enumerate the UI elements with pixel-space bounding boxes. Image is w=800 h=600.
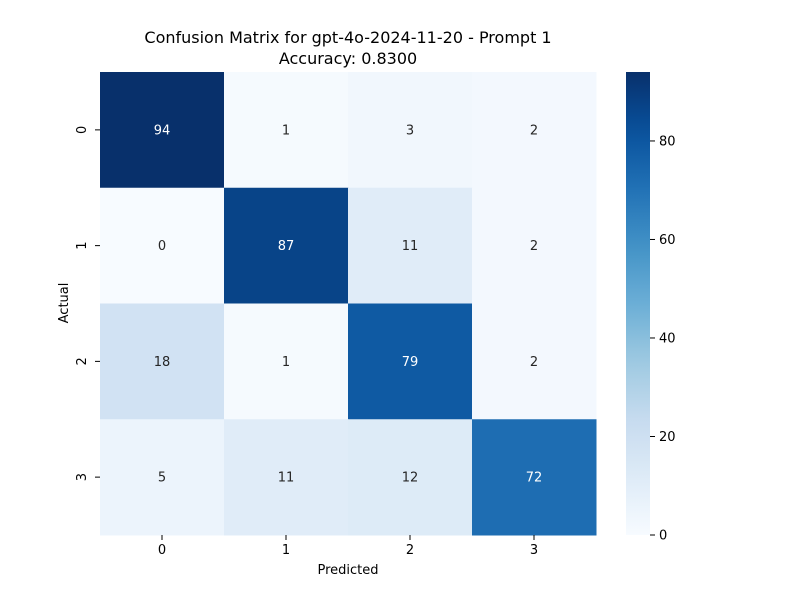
colorbar-tick-label: 0 bbox=[659, 529, 667, 544]
cell-value-label: 0 bbox=[158, 239, 166, 254]
y-tick-label: 0 bbox=[75, 126, 90, 134]
heatmap-cell-r0-c3 bbox=[472, 72, 597, 189]
colorbar-ticks: 0 20 40 60 80 bbox=[650, 134, 676, 544]
y-tick-label: 3 bbox=[75, 473, 90, 481]
cell-value-label: 11 bbox=[402, 239, 419, 254]
cell-value-label: 5 bbox=[158, 471, 166, 486]
heatmap-cell-r0-c2 bbox=[348, 72, 473, 189]
heatmap-cell-r1-c3 bbox=[472, 187, 597, 304]
heatmap-cells: 94 1 3 2 0 87 11 2 18 1 79 2 5 11 12 72 bbox=[100, 72, 597, 536]
colorbar bbox=[626, 72, 650, 535]
heatmap-cell-r2-c0 bbox=[100, 303, 225, 420]
chart-title: Confusion Matrix for gpt-4o-2024-11-20 -… bbox=[144, 28, 551, 47]
heatmap-cell-r0-c0 bbox=[100, 72, 225, 189]
heatmap-cell-r2-c2 bbox=[348, 303, 473, 420]
x-axis-ticks: 0 1 2 3 bbox=[158, 535, 538, 558]
cell-value-label: 3 bbox=[406, 123, 414, 138]
heatmap-cell-r1-c0 bbox=[100, 187, 225, 304]
heatmap-cell-r0-c1 bbox=[224, 72, 349, 189]
cell-value-label: 2 bbox=[530, 239, 538, 254]
heatmap-cell-r1-c2 bbox=[348, 187, 473, 304]
cell-value-label: 72 bbox=[526, 471, 543, 486]
x-tick-label: 2 bbox=[406, 543, 414, 558]
cell-value-label: 12 bbox=[402, 471, 419, 486]
cell-value-label: 18 bbox=[154, 355, 171, 370]
heatmap-cell-r1-c1 bbox=[224, 187, 349, 304]
cell-value-label: 2 bbox=[530, 123, 538, 138]
cell-value-label: 1 bbox=[282, 355, 290, 370]
y-tick-label: 1 bbox=[75, 241, 90, 249]
cell-value-label: 79 bbox=[402, 355, 419, 370]
cell-value-label: 87 bbox=[278, 239, 295, 254]
heatmap-cell-r2-c3 bbox=[472, 303, 597, 420]
cell-value-label: 11 bbox=[278, 471, 295, 486]
colorbar-tick-label: 40 bbox=[659, 331, 676, 346]
x-tick-label: 0 bbox=[158, 543, 166, 558]
x-axis-label: Predicted bbox=[317, 563, 378, 578]
x-tick-label: 1 bbox=[282, 543, 290, 558]
cell-value-label: 1 bbox=[282, 123, 290, 138]
cell-value-label: 94 bbox=[154, 123, 171, 138]
chart-subtitle: Accuracy: 0.8300 bbox=[279, 49, 417, 68]
y-tick-label: 2 bbox=[75, 357, 90, 365]
colorbar-tick-label: 80 bbox=[659, 134, 676, 149]
heatmap-cell-r3-c0 bbox=[100, 419, 225, 536]
colorbar-tick-label: 20 bbox=[659, 430, 676, 445]
y-axis-label: Actual bbox=[57, 283, 72, 324]
heatmap-cell-r3-c3 bbox=[472, 419, 597, 536]
x-tick-label: 3 bbox=[530, 543, 538, 558]
heatmap-cell-r2-c1 bbox=[224, 303, 349, 420]
cell-value-label: 2 bbox=[530, 355, 538, 370]
heatmap-cell-r3-c2 bbox=[348, 419, 473, 536]
heatmap-cell-r3-c1 bbox=[224, 419, 349, 536]
y-axis-ticks: 0 1 2 3 bbox=[75, 126, 100, 481]
colorbar-tick-label: 60 bbox=[659, 233, 676, 248]
